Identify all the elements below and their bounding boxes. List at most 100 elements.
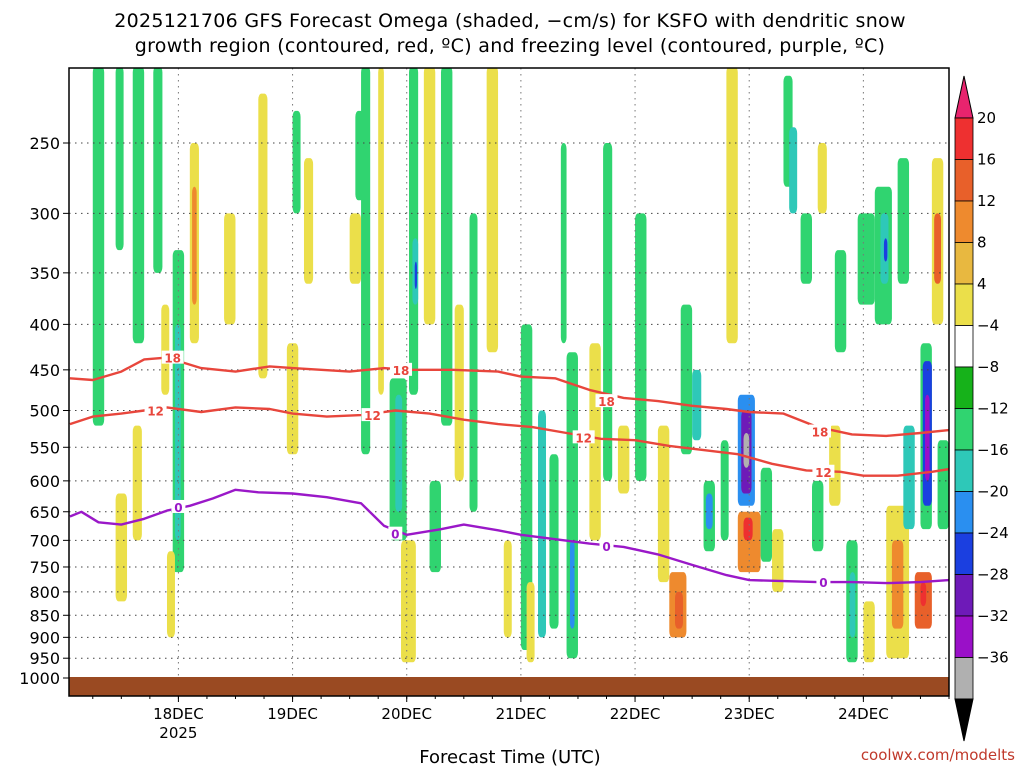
colorbar-label: −36 <box>977 649 1009 667</box>
colorbar-segment <box>954 366 974 409</box>
x-tick-label: 21DEC <box>496 705 547 723</box>
contour-label: 12 <box>147 405 164 419</box>
omega-shaded-cell <box>863 601 875 663</box>
colorbar-label: −12 <box>977 400 1009 418</box>
colorbar-label: −16 <box>977 441 1009 459</box>
omega-shaded-cell <box>409 68 419 395</box>
contour-label-bg <box>361 408 384 422</box>
contour-line-0 <box>69 488 949 585</box>
x-tick-label: 22DEC <box>610 705 661 723</box>
contour-label-bg <box>812 464 835 478</box>
y-tick-label: 950 <box>29 649 60 668</box>
colorbar-label: 8 <box>977 234 987 252</box>
omega-shaded-cell <box>469 213 478 512</box>
omega-shaded-cell <box>603 143 613 481</box>
omega-shaded-cell <box>115 68 124 251</box>
omega-shaded-cell <box>849 572 856 638</box>
x-tick-label: 18DEC <box>153 705 204 723</box>
colorbar-segment <box>954 408 974 451</box>
colorbar-label: −8 <box>977 358 999 376</box>
omega-shaded-cell <box>675 591 684 629</box>
plot-area: 18 18 18 18 12 12 12 12 0 0 0 0 <box>68 67 950 697</box>
contour-label-bg <box>171 499 186 513</box>
colorbar-label: −32 <box>977 607 1009 625</box>
colorbar-label: −24 <box>977 524 1009 542</box>
y-tick-label: 250 <box>29 134 60 153</box>
omega-shaded-cell <box>883 238 888 262</box>
contour-label: 18 <box>164 352 181 366</box>
omega-shaded-cell <box>115 493 128 602</box>
omega-shaded-cell <box>132 425 142 541</box>
omega-shaded-cell <box>817 143 827 214</box>
contour-label: 0 <box>391 528 399 542</box>
colorbar-label: 20 <box>977 109 996 127</box>
omega-shaded-cell <box>760 467 773 562</box>
colorbar-segment <box>954 159 974 202</box>
omega-shaded-cell <box>395 394 403 512</box>
omega-shaded-cell <box>454 304 464 481</box>
omega-shaded-cell <box>258 93 268 379</box>
chart-title-line-1: 2025121706 GFS Forecast Omega (shaded, −… <box>114 10 906 32</box>
omega-shaded-cell <box>937 440 949 530</box>
omega-shaded-cell <box>503 540 512 638</box>
contour-label-bg <box>144 403 167 417</box>
y-tick-label: 1000 <box>19 669 60 688</box>
omega-shaded-cell <box>292 110 301 214</box>
omega-shaded-cell <box>401 540 416 663</box>
contour-label: 18 <box>598 395 615 409</box>
omega-shaded-cell <box>834 250 847 353</box>
x-axis-title: Forecast Time (UTC) <box>419 747 600 768</box>
omega-shaded-cell <box>174 324 181 541</box>
omega-shaded-cell <box>429 480 441 573</box>
colorbar-top-arrow <box>954 75 974 119</box>
y-tick-label: 450 <box>29 361 60 380</box>
omega-shaded-cell <box>635 213 647 481</box>
colorbar-segment <box>954 491 974 534</box>
x-tick-label: 19DEC <box>267 705 318 723</box>
y-tick-label: 300 <box>29 204 60 223</box>
contour-label: 12 <box>575 431 592 445</box>
omega-shaded-cell <box>743 432 750 468</box>
omega-shaded-cell <box>526 582 535 663</box>
omega-shaded-cell <box>192 186 197 305</box>
omega-shaded-cell <box>897 158 910 284</box>
omega-shaded-cell <box>224 213 236 325</box>
contour-label-bg <box>390 362 413 376</box>
contour-label-bg <box>388 526 403 540</box>
y-tick-label: 600 <box>29 472 60 491</box>
x-tick-label: 23DEC <box>724 705 775 723</box>
omega-shaded-cell <box>743 517 753 541</box>
colorbar-label: 16 <box>977 151 996 169</box>
omega-shaded-cell <box>657 425 670 583</box>
omega-shaded-cell <box>92 68 105 426</box>
omega-shaded-cell <box>617 425 630 494</box>
colorbar-segment <box>954 615 974 658</box>
omega-shaded-cell <box>789 127 798 214</box>
omega-shaded-cell <box>920 582 927 607</box>
colorbar-segment <box>954 325 974 368</box>
omega-shaded-cell <box>720 440 729 541</box>
colorbar-label: −28 <box>977 566 1009 584</box>
y-tick-label: 800 <box>29 583 60 602</box>
omega-shaded-cell <box>423 68 436 325</box>
colorbar-segment <box>954 574 974 617</box>
colorbar: 20 16 12 8 4 −4 −8 −12 −16 −20 −24 −28 −32 −36 <box>954 75 1009 742</box>
contour-label: 0 <box>602 540 610 554</box>
y-tick-label: 350 <box>29 264 60 283</box>
omega-shaded-cell <box>549 454 559 629</box>
colorbar-segment <box>954 657 974 700</box>
contour-label: 12 <box>815 466 832 480</box>
colorbar-segment <box>954 449 974 492</box>
y-axis-ticks: 250 300 350 400 450 500 550 600 650 700 750 800 850 9… <box>19 134 69 688</box>
colorbar-label: 12 <box>977 192 996 210</box>
omega-shaded-cell <box>891 540 904 629</box>
contour-labels: 18 18 18 18 12 12 12 12 0 0 0 0 <box>144 350 835 590</box>
contour-label: 18 <box>393 364 410 378</box>
y-tick-label: 700 <box>29 531 60 550</box>
omega-shaded-cell <box>486 68 499 353</box>
contour-line-minus18 <box>69 356 949 438</box>
y-tick-label: 550 <box>29 438 60 457</box>
colorbar-segment <box>954 200 974 243</box>
omega-shaded-cell <box>857 213 875 305</box>
